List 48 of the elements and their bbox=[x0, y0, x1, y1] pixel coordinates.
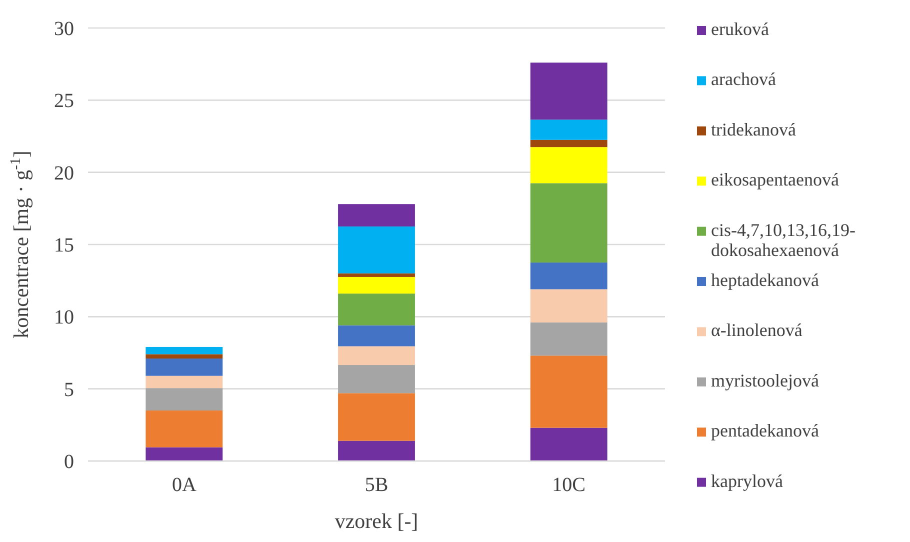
x-tick-label: 0A bbox=[172, 474, 197, 496]
y-tick-label: 30 bbox=[54, 18, 74, 40]
x-axis-title: vzorek [-] bbox=[334, 509, 418, 533]
bar bbox=[146, 358, 223, 376]
bar bbox=[146, 354, 223, 359]
bar bbox=[530, 322, 608, 356]
x-tick-label: 5B bbox=[364, 474, 388, 496]
bar bbox=[146, 346, 223, 354]
bar bbox=[530, 428, 608, 461]
legend-label: arachová bbox=[711, 69, 776, 90]
y-tick-label: 15 bbox=[54, 234, 74, 256]
legend-label: eikosapentaenová bbox=[711, 170, 839, 190]
bar bbox=[338, 226, 415, 274]
legend-label: myristoolejová bbox=[711, 370, 819, 390]
y-tick-label: 0 bbox=[64, 451, 74, 473]
bar bbox=[530, 183, 608, 263]
legend-label: pentadekanová bbox=[711, 420, 819, 441]
bar bbox=[530, 262, 608, 290]
bar bbox=[530, 140, 608, 148]
y-tick-label: 25 bbox=[54, 90, 74, 112]
y-tick-label: 10 bbox=[54, 306, 74, 329]
bar bbox=[338, 325, 415, 346]
legend-label: cis-4,7,10,13,16,19-dokosahexaenová bbox=[711, 220, 856, 260]
legend-label: heptadekanová bbox=[711, 270, 819, 290]
legend-label: α-linolenová bbox=[711, 320, 802, 340]
bar bbox=[146, 376, 223, 388]
bar bbox=[338, 365, 415, 394]
bar bbox=[530, 356, 608, 428]
x-tick-label: 10C bbox=[552, 474, 586, 496]
bar bbox=[530, 289, 608, 322]
y-tick-label: 20 bbox=[54, 162, 74, 184]
bar bbox=[338, 393, 415, 441]
bar bbox=[146, 447, 223, 461]
bar bbox=[146, 410, 223, 448]
bar bbox=[338, 273, 415, 277]
bar bbox=[338, 294, 415, 326]
bar bbox=[146, 388, 223, 410]
legend-label: eruková bbox=[711, 19, 769, 39]
y-tick-label: 5 bbox=[64, 378, 74, 401]
bar bbox=[530, 120, 608, 140]
bar bbox=[530, 62, 608, 120]
bar bbox=[338, 440, 415, 461]
legend-label: tridekanová bbox=[711, 119, 796, 140]
bar bbox=[338, 346, 415, 366]
legend-label: kaprylová bbox=[711, 470, 783, 491]
bar bbox=[530, 147, 608, 184]
bar bbox=[338, 204, 415, 226]
bar bbox=[338, 276, 415, 294]
